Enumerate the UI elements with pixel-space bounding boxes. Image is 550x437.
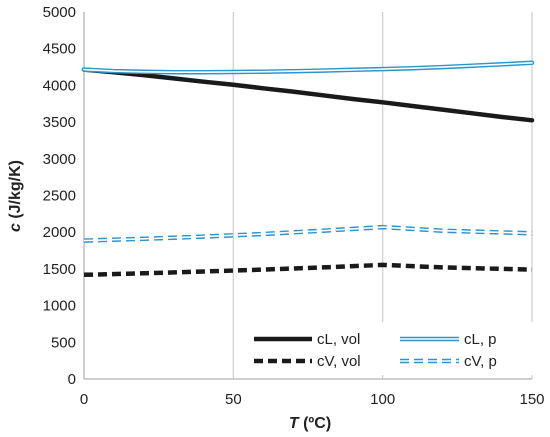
y-tick-label-1: 500	[51, 334, 76, 351]
legend: cL, vol cV, vol cL, p cV, p	[246, 322, 534, 375]
series-line-cv-p	[83, 224, 533, 243]
y-tick-label-3: 1500	[43, 261, 76, 278]
y-axis-title: c (J/kg/K)	[7, 160, 24, 232]
axes	[83, 12, 532, 380]
y-tick-label-4: 2000	[43, 224, 76, 241]
series-line-cl-vol	[81, 67, 535, 123]
x-tick-label-0: 0	[80, 391, 88, 408]
series-line-inner-cl-p	[83, 61, 533, 73]
legend-item-cv-p: cV, p	[400, 353, 497, 370]
series-line-cv-vol	[83, 262, 533, 278]
x-axis-unit: (ºC)	[299, 415, 332, 432]
y-axis-variable: c	[7, 223, 24, 232]
y-tick-label-0: 0	[68, 371, 76, 388]
legend-label-cl-p: cL, p	[464, 331, 497, 348]
x-tick-label-3: 150	[519, 391, 544, 408]
x-tick-label-2: 100	[370, 391, 395, 408]
y-tick-label-5: 2500	[43, 188, 76, 205]
x-axis-title: T (ºC)	[289, 415, 331, 432]
x-tick-label-1: 50	[225, 391, 242, 408]
y-tick-label-7: 3500	[43, 114, 76, 131]
y-tick-label-10: 5000	[43, 4, 76, 21]
legend-item-cl-vol: cL, vol	[254, 331, 360, 348]
legend-item-cv-vol: cV, vol	[254, 353, 361, 370]
y-axis-unit: (J/kg/K)	[7, 160, 24, 223]
x-axis-variable: T	[289, 415, 300, 432]
legend-label-cv-p: cV, p	[464, 353, 497, 370]
legend-background	[246, 322, 534, 375]
y-tick-label-2: 1000	[43, 298, 76, 315]
tick-labels: 0500100015002000250030003500400045005000…	[43, 4, 545, 408]
y-tick-label-9: 4500	[43, 41, 76, 58]
legend-item-cl-p: cL, p	[400, 331, 497, 348]
y-tick-label-8: 4000	[43, 77, 76, 94]
legend-label-cl-vol: cL, vol	[317, 331, 360, 348]
legend-label-cv-vol: cV, vol	[317, 353, 361, 370]
y-tick-label-6: 3000	[43, 151, 76, 168]
series-group	[81, 60, 535, 278]
